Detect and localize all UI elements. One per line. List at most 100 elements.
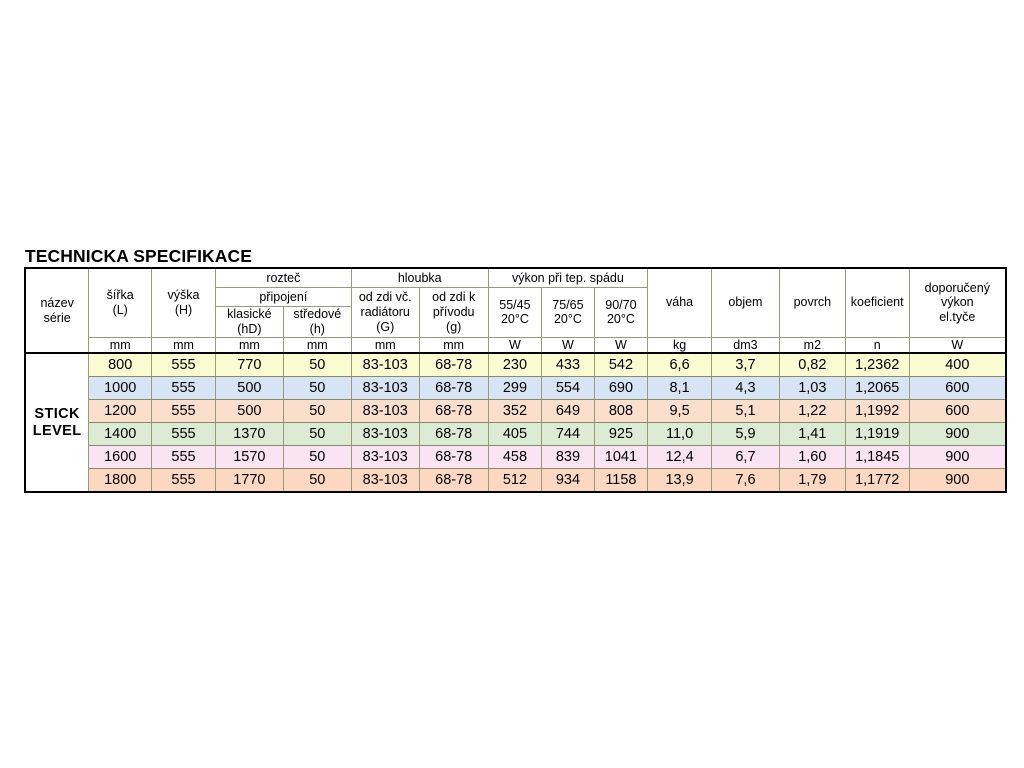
header-od-zdi-vc-radiatoru: od zdi vč. radiátoru (G) (350, 287, 420, 338)
cell-vaha: 12,4 (647, 445, 712, 470)
cell-temp-90-70: 925 (593, 422, 649, 447)
table-row[interactable]: 1200 555 500 50 83-103 68-78 352 649 808 9,5 5,1 1,… (25, 399, 1007, 424)
header-od-zdi-k-privodu: od zdi k přívodu (g) (418, 287, 489, 338)
table-row[interactable]: 1600 555 1570 50 83-103 68-78 458 839 1041 12,4 6,… (25, 445, 1007, 470)
header-klasicke-label: klasické (227, 307, 272, 321)
unit-od-zdi-k: mm (418, 336, 489, 355)
table-body: STICK LEVEL 800 555 770 50 83-103 68-78 230 433 54… (24, 352, 1007, 494)
header-stredove-symbol: (h) (309, 321, 325, 336)
cell-temp-55-45: 230 (487, 352, 543, 378)
table-row[interactable]: 1400 555 1370 50 83-103 68-78 405 744 925 11,0 5,9… (25, 422, 1007, 447)
unit-width: mm (88, 336, 153, 355)
cell-povrch: 1,41 (778, 422, 846, 447)
table-row[interactable]: STICK LEVEL 800 555 770 50 83-103 68-78 230 433 54… (24, 352, 1007, 493)
header-doporuceny-vykon: doporučený výkon el.tyče (908, 267, 1007, 338)
unit-temp-55-45: W (487, 336, 543, 355)
cell-width: 1400 (88, 422, 153, 447)
cell-temp-90-70: 690 (593, 376, 649, 401)
header-od-zdi-vc-line2: radiátoru (360, 304, 410, 319)
header-od-zdi-vc-symbol: (G) (376, 319, 395, 334)
cell-od-zdi-k: 68-78 (418, 422, 489, 447)
cell-height: 555 (151, 376, 216, 401)
cell-temp-55-45: 405 (487, 422, 543, 447)
cell-povrch: 1,22 (778, 399, 846, 424)
cell-doporuceny: 900 (908, 445, 1007, 470)
cell-stredove: 50 (282, 445, 352, 470)
unit-od-zdi-vc: mm (350, 336, 420, 355)
cell-temp-55-45: 299 (487, 376, 543, 401)
cell-temp-90-70: 542 (593, 352, 649, 378)
header-height-line2: (H) (174, 302, 193, 317)
header-group-hloubka: hloubka (350, 267, 489, 288)
cell-temp-75-65: 554 (541, 376, 595, 401)
cell-vaha: 8,1 (647, 376, 712, 401)
header-width-line1: šířka (106, 288, 134, 302)
cell-width: 1000 (88, 376, 153, 401)
cell-temp-55-45: 458 (487, 445, 543, 470)
header-temp-55-45-line1: 55/45 (499, 297, 531, 312)
cell-doporuceny: 400 (908, 352, 1007, 378)
cell-od-zdi-vc: 83-103 (350, 468, 420, 494)
header-group-roztec: rozteč (214, 267, 352, 288)
cell-koeficient: 1,1992 (844, 399, 910, 424)
cell-width: 1200 (88, 399, 153, 424)
cell-od-zdi-vc: 83-103 (350, 422, 420, 447)
cell-klasicke: 770 (214, 352, 284, 378)
cell-temp-75-65: 433 (541, 352, 595, 378)
cell-objem: 6,7 (710, 445, 780, 470)
header-stredove-label: středové (293, 307, 342, 321)
cell-koeficient: 1,2362 (844, 352, 910, 378)
cell-objem: 4,3 (710, 376, 780, 401)
header-series-name-line2: série (43, 310, 71, 325)
cell-koeficient: 1,2065 (844, 376, 910, 401)
cell-klasicke: 500 (214, 376, 284, 401)
cell-od-zdi-k: 68-78 (418, 445, 489, 470)
header-doporuceny-line2: výkon (940, 295, 974, 310)
cell-width: 1800 (88, 468, 153, 494)
cell-temp-90-70: 1158 (593, 468, 649, 494)
unit-height: mm (151, 336, 216, 355)
cell-povrch: 0,82 (778, 352, 846, 378)
header-row-units: mm mm mm mm mm mm W W W kg dm3 m2 n W (25, 336, 1007, 355)
cell-height: 555 (151, 445, 216, 470)
header-row-subgroup: připojení od zdi vč. radiátoru (G) od zd… (25, 287, 1006, 338)
cell-height: 555 (151, 468, 216, 494)
cell-vaha: 9,5 (647, 399, 712, 424)
header-subgroup-pripojeni: připojení (214, 287, 352, 307)
header-od-zdi-vc-line1: od zdi vč. (358, 290, 412, 305)
unit-klasicke: mm (214, 336, 284, 355)
header-group-vykon: výkon při tep. spádu (487, 267, 649, 288)
cell-temp-75-65: 934 (541, 468, 595, 494)
cell-height: 555 (151, 352, 216, 378)
cell-koeficient: 1,1845 (844, 445, 910, 470)
cell-klasicke: 1770 (214, 468, 284, 494)
header-od-zdi-k-symbol: (g) (446, 319, 462, 334)
header-height: výška (H) (151, 267, 216, 338)
cell-temp-90-70: 1041 (593, 445, 649, 470)
cell-objem: 5,9 (710, 422, 780, 447)
cell-objem: 3,7 (710, 352, 780, 378)
cell-od-zdi-k: 68-78 (418, 468, 489, 494)
header-vaha: váha (647, 267, 712, 338)
header-temp-90-70: 90/70 20°C (593, 287, 649, 338)
cell-klasicke: 1370 (214, 422, 284, 447)
header-od-zdi-k-line2: přívodu (432, 304, 475, 319)
unit-vaha: kg (647, 336, 712, 355)
table-row[interactable]: 1800 555 1770 50 83-103 68-78 512 934 1158 13,9 7,… (25, 468, 1007, 494)
header-temp-90-70-line1: 90/70 (605, 297, 637, 312)
cell-stredove: 50 (282, 352, 352, 378)
unit-koeficient: n (844, 336, 910, 355)
cell-stredove: 50 (282, 399, 352, 424)
cell-height: 555 (151, 399, 216, 424)
header-od-zdi-k-line1: od zdi k (432, 290, 476, 305)
header-row-group: název série šířka (L) výška (H) rozteč h… (24, 267, 1007, 354)
header-objem: objem (710, 267, 780, 338)
table-row[interactable]: 1000 555 500 50 83-103 68-78 299 554 690 8,1 4,3 1,… (25, 376, 1007, 401)
cell-povrch: 1,60 (778, 445, 846, 470)
series-name-cell: STICK LEVEL (24, 352, 90, 493)
cell-od-zdi-k: 68-78 (418, 352, 489, 378)
header-width-line2: (L) (112, 302, 128, 317)
header-height-line1: výška (167, 288, 200, 302)
cell-od-zdi-vc: 83-103 (350, 352, 420, 378)
cell-klasicke: 1570 (214, 445, 284, 470)
